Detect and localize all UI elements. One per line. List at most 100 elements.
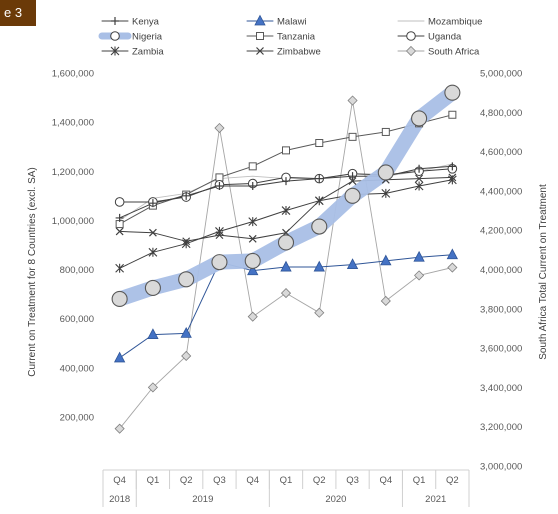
- legend-label-malawi: Malawi: [277, 17, 307, 28]
- legend-label-kenya: Kenya: [132, 17, 160, 28]
- left-axis-title: Current on Treatment for 8 Countries (ex…: [27, 167, 38, 377]
- quarter-tick-label: Q3: [346, 475, 359, 486]
- data-point-zimbabwe: [248, 234, 257, 243]
- data-point-nigeria: [244, 252, 261, 269]
- right-tick-label: 3,800,000: [480, 304, 522, 315]
- legend-marker-tanzania: [256, 32, 264, 40]
- right-tick-label: 4,000,000: [480, 265, 522, 276]
- left-tick-label: 1,400,000: [52, 118, 94, 129]
- data-point-south-africa: [114, 423, 125, 434]
- data-point-zimbabwe: [148, 228, 157, 237]
- right-tick-label: 5,000,000: [480, 69, 522, 80]
- data-point-kenya: [248, 181, 257, 190]
- x-axis: Q4 Q1 Q2 Q3 Q4 Q1 Q2 Q3 Q4 Q1 Q2 2018 2019 2020 2021: [102, 469, 470, 507]
- data-point-tanzania: [215, 173, 224, 182]
- legend-marker-zambia: [110, 46, 120, 56]
- data-point-nigeria: [311, 218, 328, 235]
- left-tick-label: 400,000: [60, 363, 94, 374]
- left-y-axis: 200,000 400,000 600,000 800,000 1,000,000 1,2…: [52, 69, 94, 424]
- data-point-tanzania: [381, 127, 390, 136]
- data-point-zambia: [215, 226, 224, 236]
- data-point-tanzania: [248, 162, 257, 171]
- data-point-south-africa: [280, 288, 292, 299]
- right-tick-label: 4,400,000: [480, 186, 522, 197]
- data-point-malawi: [446, 248, 459, 260]
- quarter-tick-label: Q2: [313, 475, 326, 486]
- data-point-nigeria: [377, 164, 394, 181]
- data-point-zambia: [381, 188, 391, 198]
- data-point-nigeria: [111, 290, 128, 308]
- data-point-zambia: [314, 196, 324, 206]
- data-point-kenya: [182, 191, 191, 200]
- right-tick-label: 4,800,000: [480, 108, 522, 119]
- legend-marker-uganda: [406, 31, 416, 41]
- data-point-nigeria: [144, 279, 161, 296]
- data-point-south-africa: [147, 382, 158, 393]
- data-point-uganda: [114, 197, 125, 207]
- legend-label-zimbabwe: Zimbabwe: [277, 47, 321, 58]
- right-tick-label: 3,600,000: [480, 344, 522, 355]
- data-point-south-africa: [447, 262, 458, 273]
- data-point-south-africa: [314, 307, 325, 318]
- quarter-tick-label: Q1: [413, 475, 426, 486]
- right-axis-title: South Africa Total Current on Treatment: [538, 184, 549, 360]
- data-point-malawi: [247, 264, 259, 276]
- data-point-nigeria: [444, 84, 461, 101]
- data-point-kenya: [315, 174, 324, 183]
- left-tick-label: 600,000: [60, 314, 94, 325]
- legend-marker-nigeria: [110, 31, 120, 41]
- quarter-tick-label: Q4: [246, 475, 259, 486]
- left-tick-label: 1,000,000: [52, 216, 94, 227]
- data-point-malawi: [147, 328, 159, 339]
- legend-label-zambia: Zambia: [132, 47, 164, 58]
- quarter-tick-label: Q2: [180, 475, 193, 486]
- legend-label-south-africa: South Africa: [428, 47, 480, 58]
- data-point-nigeria: [344, 187, 361, 204]
- data-point-kenya: [115, 213, 124, 222]
- data-point-south-africa: [247, 311, 258, 322]
- quarter-tick-label: Q1: [280, 475, 293, 486]
- right-tick-label: 4,200,000: [480, 226, 522, 237]
- legend-label-mozambique: Mozambique: [428, 17, 482, 28]
- data-point-kenya: [348, 172, 357, 181]
- left-tick-label: 1,200,000: [52, 167, 94, 178]
- right-tick-label: 3,200,000: [480, 422, 522, 433]
- data-point-malawi: [280, 260, 292, 272]
- quarter-tick-label: Q4: [113, 475, 126, 486]
- quarter-tick-label: Q2: [446, 475, 459, 486]
- data-point-zambia: [181, 239, 191, 249]
- data-point-kenya: [282, 177, 290, 186]
- data-point-south-africa: [414, 270, 425, 281]
- year-tick-label: 2020: [325, 494, 346, 505]
- data-point-tanzania: [348, 132, 357, 141]
- data-point-zambia: [281, 206, 291, 216]
- data-point-zimbabwe: [348, 177, 357, 185]
- data-point-tanzania: [282, 146, 290, 155]
- right-y-axis: 3,000,000 3,200,000 3,400,000 3,600,000 3,80…: [480, 69, 522, 473]
- left-tick-label: 800,000: [60, 265, 94, 276]
- data-point-nigeria: [277, 234, 295, 251]
- quarter-tick-label: Q1: [147, 475, 160, 486]
- data-point-zimbabwe: [415, 174, 424, 183]
- chart-legend: Kenya Malawi Mozambique Nigeria Tanzania Ugan…: [98, 14, 482, 58]
- data-point-tanzania: [315, 139, 324, 148]
- left-tick-label: 200,000: [60, 412, 94, 423]
- data-point-malawi: [413, 250, 425, 262]
- right-tick-label: 3,400,000: [480, 383, 522, 394]
- data-point-zambia: [414, 181, 424, 191]
- data-point-zambia: [248, 217, 258, 227]
- quarter-tick-label: Q4: [379, 475, 392, 486]
- legend-label-nigeria: Nigeria: [132, 32, 163, 43]
- left-tick-label: 1,600,000: [52, 69, 94, 80]
- legend-marker-zimbabwe: [256, 47, 264, 55]
- data-point-malawi: [180, 327, 192, 338]
- data-point-south-africa: [347, 95, 358, 106]
- right-tick-label: 3,000,000: [480, 462, 522, 473]
- data-point-zimbabwe: [115, 227, 124, 236]
- data-point-south-africa: [181, 350, 192, 362]
- year-tick-label: 2018: [109, 494, 130, 505]
- legend-marker-kenya: [111, 17, 119, 25]
- data-point-tanzania: [448, 110, 457, 119]
- data-point-kenya: [148, 199, 157, 208]
